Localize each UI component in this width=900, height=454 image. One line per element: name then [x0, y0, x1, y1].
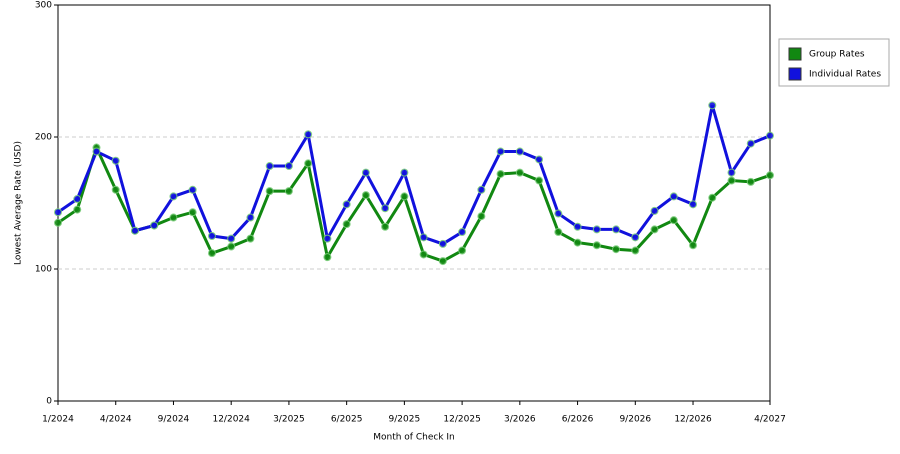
point: [458, 246, 467, 255]
point: [438, 239, 447, 248]
point: [381, 222, 390, 231]
point: [477, 185, 486, 194]
point: [54, 218, 62, 227]
x-tick-label: 4/2024: [100, 415, 132, 425]
point: [573, 238, 582, 247]
point: [535, 155, 544, 164]
x-tick-label: 9/2025: [389, 415, 421, 425]
point: [207, 249, 216, 258]
point: [73, 205, 82, 214]
x-tick-label: 1/2024: [42, 415, 74, 425]
point: [573, 222, 582, 231]
point: [169, 192, 178, 201]
point: [246, 234, 255, 243]
point: [361, 191, 370, 200]
point: [169, 213, 178, 222]
point: [689, 200, 698, 209]
legend-label: Group Rates: [809, 50, 865, 60]
point: [727, 176, 736, 185]
point: [323, 253, 332, 262]
point: [554, 209, 563, 218]
point: [669, 192, 678, 201]
x-tick-label: 3/2025: [273, 415, 305, 425]
point: [727, 168, 736, 177]
point: [400, 192, 409, 201]
x-tick-label: 12/2025: [443, 415, 480, 425]
point: [73, 195, 82, 204]
y-tick-label: 0: [46, 397, 52, 407]
point: [477, 212, 486, 221]
point: [746, 177, 755, 186]
point: [554, 228, 563, 237]
point: [650, 225, 659, 234]
legend-swatch: [788, 47, 802, 61]
point: [592, 241, 601, 250]
y-tick-label: 100: [35, 265, 52, 275]
point: [419, 233, 428, 242]
x-tick-label: 9/2024: [158, 415, 190, 425]
point: [342, 200, 351, 209]
point: [246, 213, 255, 222]
point: [284, 187, 293, 196]
point: [515, 147, 524, 156]
y-axis-label: Lowest Average Rate (USD): [14, 141, 24, 265]
point: [400, 168, 409, 177]
point: [361, 168, 370, 177]
point: [265, 187, 274, 196]
x-tick-label: 9/2026: [619, 415, 651, 425]
point: [92, 147, 101, 156]
point: [150, 221, 159, 230]
point: [207, 232, 216, 240]
legend-label: Individual Rates: [809, 70, 881, 80]
point: [631, 246, 640, 255]
point: [265, 162, 274, 171]
legend-swatch: [788, 67, 802, 81]
point: [592, 225, 601, 234]
point: [54, 208, 62, 217]
point: [746, 139, 755, 148]
y-tick-label: 300: [35, 1, 52, 11]
point: [188, 185, 197, 194]
point: [689, 241, 698, 250]
point: [227, 242, 236, 251]
point: [438, 257, 447, 266]
point: [323, 234, 332, 243]
point: [304, 159, 313, 168]
point: [130, 226, 139, 235]
point: [669, 216, 678, 225]
point: [612, 225, 621, 234]
point: [304, 130, 313, 139]
x-tick-label: 12/2024: [212, 415, 250, 425]
point: [227, 234, 236, 243]
point: [342, 220, 351, 229]
y-tick-label: 200: [35, 133, 52, 143]
point: [496, 147, 505, 156]
point: [535, 176, 544, 185]
point: [708, 101, 717, 110]
point: [708, 193, 717, 202]
x-tick-label: 12/2026: [674, 415, 712, 425]
x-tick-label: 6/2025: [331, 415, 363, 425]
point: [631, 233, 640, 242]
point: [496, 169, 505, 178]
point: [111, 156, 120, 165]
point: [419, 250, 428, 259]
point: [515, 168, 524, 177]
point: [381, 204, 390, 213]
point: [188, 208, 197, 217]
point: [766, 171, 774, 180]
x-tick-label: 3/2026: [504, 415, 536, 425]
point: [284, 162, 293, 171]
x-axis-label: Month of Check In: [373, 433, 455, 443]
point: [612, 245, 621, 254]
point: [650, 206, 659, 215]
point: [766, 131, 774, 140]
x-tick-label: 4/2027: [754, 415, 786, 425]
point: [458, 228, 467, 237]
point: [111, 185, 120, 194]
x-tick-label: 6/2026: [562, 415, 594, 425]
